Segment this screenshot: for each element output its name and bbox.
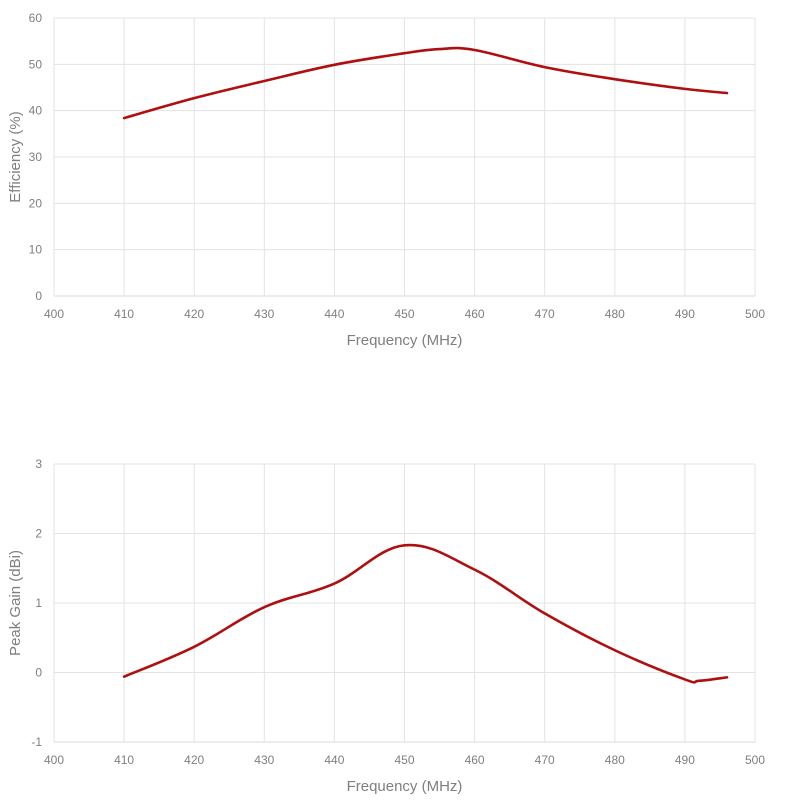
x-tick-label: 420	[184, 753, 204, 767]
y-tick-label: 30	[29, 150, 43, 164]
x-tick-label: 500	[745, 307, 765, 321]
x-tick-label: 430	[254, 307, 274, 321]
x-tick-label: 500	[745, 753, 765, 767]
x-tick-label: 490	[675, 307, 695, 321]
x-tick-label: 430	[254, 753, 274, 767]
x-tick-label: 450	[394, 753, 414, 767]
x-tick-label: 490	[675, 753, 695, 767]
y-tick-label: 50	[29, 57, 43, 71]
x-tick-label: 440	[324, 753, 344, 767]
x-tick-label: 480	[605, 753, 625, 767]
data-series-line	[122, 543, 729, 684]
x-axis-title: Frequency (MHz)	[347, 332, 463, 349]
x-tick-label: 410	[114, 753, 134, 767]
peak-gain-chart: -1 0 1 2 3 400 410 420 430 440 450 460 470 480 490 500 F…	[7, 457, 765, 795]
x-tick-label: 440	[324, 307, 344, 321]
y-tick-label: 0	[35, 289, 42, 303]
x-tick-label: 460	[465, 307, 485, 321]
y-tick-label: 0	[35, 666, 42, 680]
y-tick-label: 20	[29, 196, 43, 210]
y-tick-label: -1	[31, 735, 42, 749]
y-tick-label: 3	[35, 457, 42, 471]
y-tick-label: 1	[35, 596, 42, 610]
y-axis-title: Efficiency (%)	[7, 111, 24, 202]
y-tick-label: 10	[29, 243, 43, 257]
x-tick-label: 450	[394, 307, 414, 321]
x-tick-label: 410	[114, 307, 134, 321]
data-series-line	[122, 46, 729, 120]
x-tick-label: 480	[605, 307, 625, 321]
x-tick-label: 460	[465, 753, 485, 767]
x-tick-label: 400	[44, 307, 64, 321]
x-axis-title: Frequency (MHz)	[347, 778, 463, 795]
x-tick-label: 400	[44, 753, 64, 767]
y-tick-label: 2	[35, 527, 42, 541]
x-tick-label: 470	[535, 753, 555, 767]
x-tick-label: 420	[184, 307, 204, 321]
y-axis-title: Peak Gain (dBi)	[7, 550, 24, 656]
x-tick-label: 470	[535, 307, 555, 321]
y-tick-label: 40	[29, 104, 43, 118]
y-tick-label: 60	[29, 11, 43, 25]
efficiency-chart: 0 10 20 30 40 50 60 400 410 420 430 440 450 460 470 480…	[7, 11, 765, 349]
